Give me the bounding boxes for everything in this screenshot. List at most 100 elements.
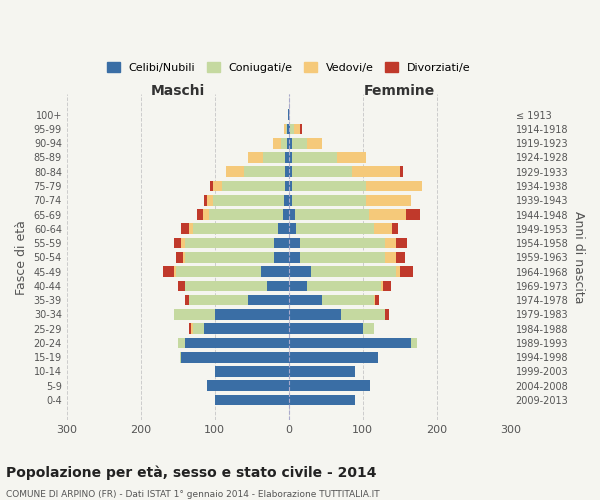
Bar (289, 380, 370, 391)
Bar (292, 152, 337, 163)
Bar (287, 124, 289, 134)
Bar (176, 252, 183, 262)
Bar (368, 209, 406, 220)
Bar (185, 280, 266, 291)
Bar (289, 252, 300, 262)
Bar (203, 324, 289, 334)
Bar (289, 152, 292, 163)
Bar (411, 338, 417, 348)
Bar (185, 238, 274, 248)
Bar (307, 138, 322, 148)
Bar (178, 280, 185, 291)
Bar (285, 180, 289, 192)
Bar (289, 338, 411, 348)
Bar (185, 338, 289, 348)
Bar (300, 252, 385, 262)
Bar (289, 394, 355, 406)
Bar (289, 180, 292, 192)
Bar (180, 352, 181, 362)
Bar (174, 238, 181, 248)
Bar (300, 238, 385, 248)
Bar (189, 295, 248, 306)
Bar (381, 280, 383, 291)
Bar (208, 195, 213, 205)
Bar (396, 266, 400, 277)
Y-axis label: Fasce di età: Fasce di età (15, 220, 28, 295)
Bar (367, 180, 422, 192)
Bar (278, 224, 289, 234)
Bar (289, 352, 377, 362)
Bar (203, 209, 209, 220)
Bar (341, 309, 385, 320)
Bar (367, 195, 411, 205)
Bar (287, 138, 289, 148)
Bar (406, 209, 421, 220)
Bar (289, 138, 292, 148)
Bar (181, 352, 289, 362)
Bar (215, 309, 289, 320)
Bar (294, 124, 300, 134)
Bar (274, 238, 289, 248)
Bar (213, 180, 222, 192)
Bar (289, 209, 295, 220)
Bar (289, 266, 311, 277)
Bar (311, 266, 396, 277)
Bar (260, 266, 289, 277)
Bar (183, 252, 185, 262)
Bar (376, 295, 379, 306)
Bar (263, 152, 285, 163)
Bar (185, 252, 274, 262)
Bar (295, 209, 368, 220)
Bar (244, 166, 285, 177)
Bar (289, 309, 341, 320)
Y-axis label: Anni di nascita: Anni di nascita (572, 211, 585, 304)
Bar (289, 195, 292, 205)
Bar (248, 295, 289, 306)
Bar (181, 238, 185, 248)
Bar (396, 238, 407, 248)
Bar (289, 166, 292, 177)
Bar (300, 124, 302, 134)
Bar (322, 295, 374, 306)
Bar (193, 324, 203, 334)
Bar (284, 124, 286, 134)
Bar (248, 152, 263, 163)
Bar (163, 266, 174, 277)
Bar (290, 124, 294, 134)
Bar (285, 166, 289, 177)
Bar (374, 295, 376, 306)
Bar (226, 166, 244, 177)
Bar (273, 138, 281, 148)
Bar (385, 238, 396, 248)
Text: Femmine: Femmine (364, 84, 436, 98)
Bar (392, 224, 398, 234)
Legend: Celibi/Nubili, Coniugati/e, Vedovi/e, Divorziati/e: Celibi/Nubili, Coniugati/e, Vedovi/e, Di… (102, 58, 475, 78)
Bar (400, 266, 413, 277)
Bar (286, 124, 287, 134)
Text: COMUNE DI ARPINO (FR) - Dati ISTAT 1° gennaio 2014 - Elaborazione TUTTITALIA.IT: COMUNE DI ARPINO (FR) - Dati ISTAT 1° ge… (6, 490, 380, 499)
Bar (209, 209, 283, 220)
Bar (383, 280, 391, 291)
Bar (289, 224, 296, 234)
Bar (215, 366, 289, 377)
Bar (296, 224, 374, 234)
Bar (197, 209, 203, 220)
Bar (396, 252, 405, 262)
Bar (292, 180, 367, 192)
Bar (289, 295, 322, 306)
Bar (266, 280, 289, 291)
Bar (215, 394, 289, 406)
Bar (289, 238, 300, 248)
Bar (213, 195, 284, 205)
Bar (292, 138, 307, 148)
Bar (193, 224, 278, 234)
Bar (178, 338, 185, 348)
Bar (274, 252, 289, 262)
Bar (189, 324, 191, 334)
Bar (288, 110, 289, 120)
Bar (222, 180, 285, 192)
Bar (191, 324, 193, 334)
Bar (400, 166, 403, 177)
Bar (189, 224, 193, 234)
Text: Popolazione per età, sesso e stato civile - 2014: Popolazione per età, sesso e stato civil… (6, 465, 377, 479)
